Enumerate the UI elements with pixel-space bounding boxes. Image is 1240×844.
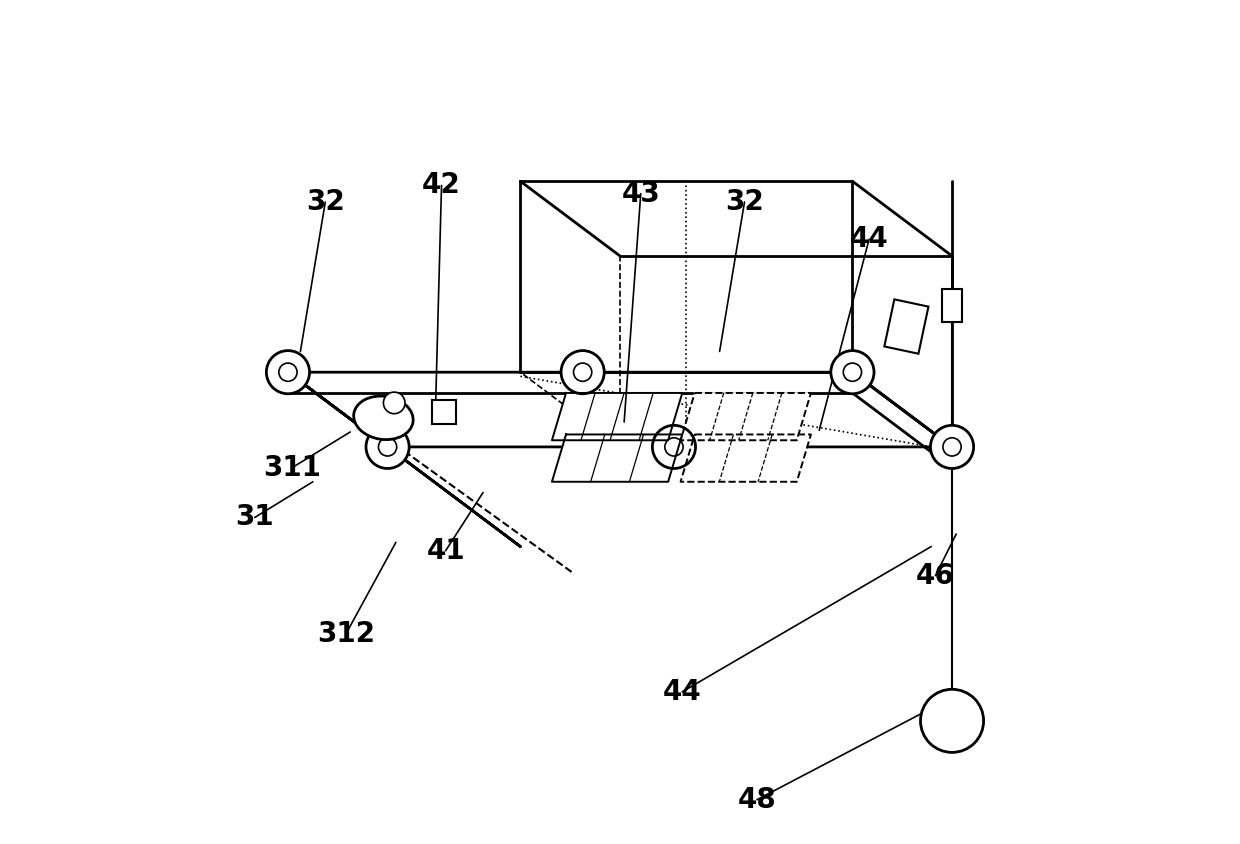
Text: 48: 48 bbox=[738, 786, 776, 814]
Polygon shape bbox=[681, 393, 811, 441]
Circle shape bbox=[560, 350, 604, 394]
Text: 44: 44 bbox=[849, 225, 888, 253]
Polygon shape bbox=[288, 372, 952, 447]
Text: 32: 32 bbox=[306, 188, 345, 216]
Circle shape bbox=[665, 438, 683, 456]
Circle shape bbox=[267, 350, 310, 394]
Bar bbox=[941, 289, 962, 322]
Circle shape bbox=[942, 438, 961, 456]
Bar bbox=[884, 300, 929, 354]
Polygon shape bbox=[552, 435, 682, 482]
Polygon shape bbox=[552, 393, 682, 441]
Circle shape bbox=[652, 425, 696, 468]
Text: 46: 46 bbox=[916, 561, 955, 590]
Circle shape bbox=[920, 690, 983, 752]
Text: 44: 44 bbox=[663, 678, 702, 706]
Polygon shape bbox=[681, 435, 811, 482]
Circle shape bbox=[279, 363, 298, 381]
Text: 312: 312 bbox=[317, 619, 374, 647]
Polygon shape bbox=[288, 372, 521, 547]
Text: 43: 43 bbox=[621, 180, 660, 208]
Circle shape bbox=[383, 392, 405, 414]
Text: 31: 31 bbox=[236, 504, 274, 532]
Text: 41: 41 bbox=[427, 537, 465, 565]
Text: 311: 311 bbox=[263, 454, 321, 482]
Ellipse shape bbox=[353, 396, 413, 440]
Bar bbox=[432, 400, 456, 424]
Circle shape bbox=[843, 363, 862, 381]
Circle shape bbox=[574, 363, 591, 381]
Circle shape bbox=[366, 425, 409, 468]
Circle shape bbox=[378, 438, 397, 456]
Text: 32: 32 bbox=[725, 188, 764, 216]
Circle shape bbox=[831, 350, 874, 394]
Text: 42: 42 bbox=[422, 171, 461, 199]
Circle shape bbox=[930, 425, 973, 468]
